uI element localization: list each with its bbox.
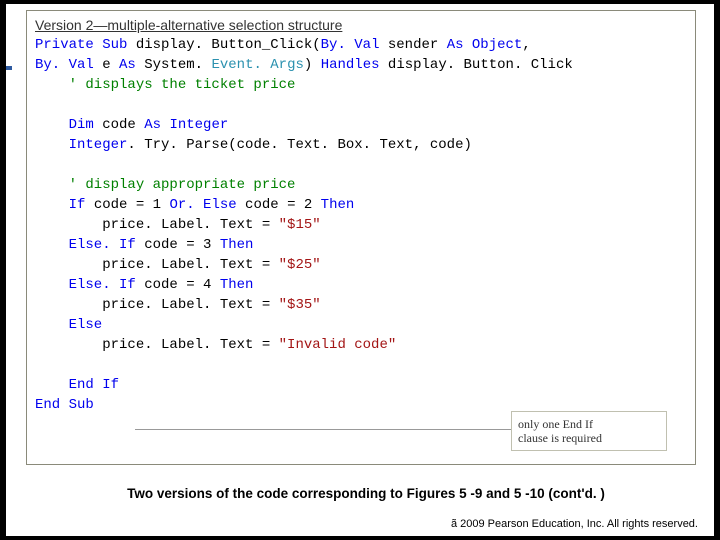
code-line-13: Else	[35, 315, 687, 335]
code-line-15: End If	[35, 375, 687, 395]
annotation-leader-line	[135, 429, 517, 430]
annotation-box: only one End If clause is required	[511, 411, 667, 451]
code-box: Version 2—multiple-alternative selection…	[26, 10, 696, 465]
copyright-text: ã 2009 Pearson Education, Inc. All right…	[451, 518, 698, 530]
code-line-6: ' display appropriate price	[35, 175, 687, 195]
code-blank-2	[35, 155, 687, 175]
code-line-2: By. Val e As System. Event. Args) Handle…	[35, 55, 687, 75]
code-blank-1	[35, 95, 687, 115]
code-line-12: price. Label. Text = "$35"	[35, 295, 687, 315]
code-line-1: Private Sub display. Button_Click(By. Va…	[35, 35, 687, 55]
code-line-5: Integer. Try. Parse(code. Text. Box. Tex…	[35, 135, 687, 155]
code-line-14: price. Label. Text = "Invalid code"	[35, 335, 687, 355]
version-header: Version 2—multiple-alternative selection…	[35, 17, 687, 33]
code-line-3: ' displays the ticket price	[35, 75, 687, 95]
blue-accent-mark	[6, 66, 12, 70]
code-blank-3	[35, 355, 687, 375]
annotation-text: only one End If clause is required	[518, 417, 602, 445]
code-line-7: If code = 1 Or. Else code = 2 Then	[35, 195, 687, 215]
code-line-11: Else. If code = 4 Then	[35, 275, 687, 295]
slide-page: Version 2—multiple-alternative selection…	[6, 4, 714, 536]
code-line-10: price. Label. Text = "$25"	[35, 255, 687, 275]
code-line-9: Else. If code = 3 Then	[35, 235, 687, 255]
figure-caption: Two versions of the code corresponding t…	[6, 486, 720, 501]
code-line-4: Dim code As Integer	[35, 115, 687, 135]
code-line-8: price. Label. Text = "$15"	[35, 215, 687, 235]
